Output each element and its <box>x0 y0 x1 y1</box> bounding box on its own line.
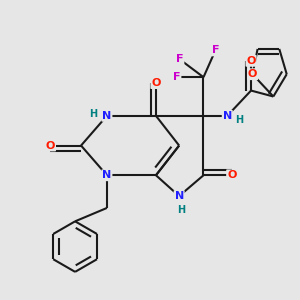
Text: O: O <box>151 78 160 88</box>
Text: O: O <box>227 170 236 180</box>
Text: O: O <box>46 140 55 151</box>
Text: F: F <box>173 72 181 82</box>
Text: N: N <box>175 191 184 201</box>
Text: N: N <box>102 111 112 121</box>
Text: N: N <box>102 170 112 180</box>
Text: F: F <box>212 45 219 56</box>
Text: O: O <box>246 56 256 66</box>
Text: H: H <box>89 109 98 119</box>
Text: F: F <box>176 54 184 64</box>
Text: H: H <box>177 205 185 215</box>
Text: N: N <box>223 111 232 121</box>
Text: H: H <box>235 115 243 125</box>
Text: O: O <box>248 69 257 79</box>
